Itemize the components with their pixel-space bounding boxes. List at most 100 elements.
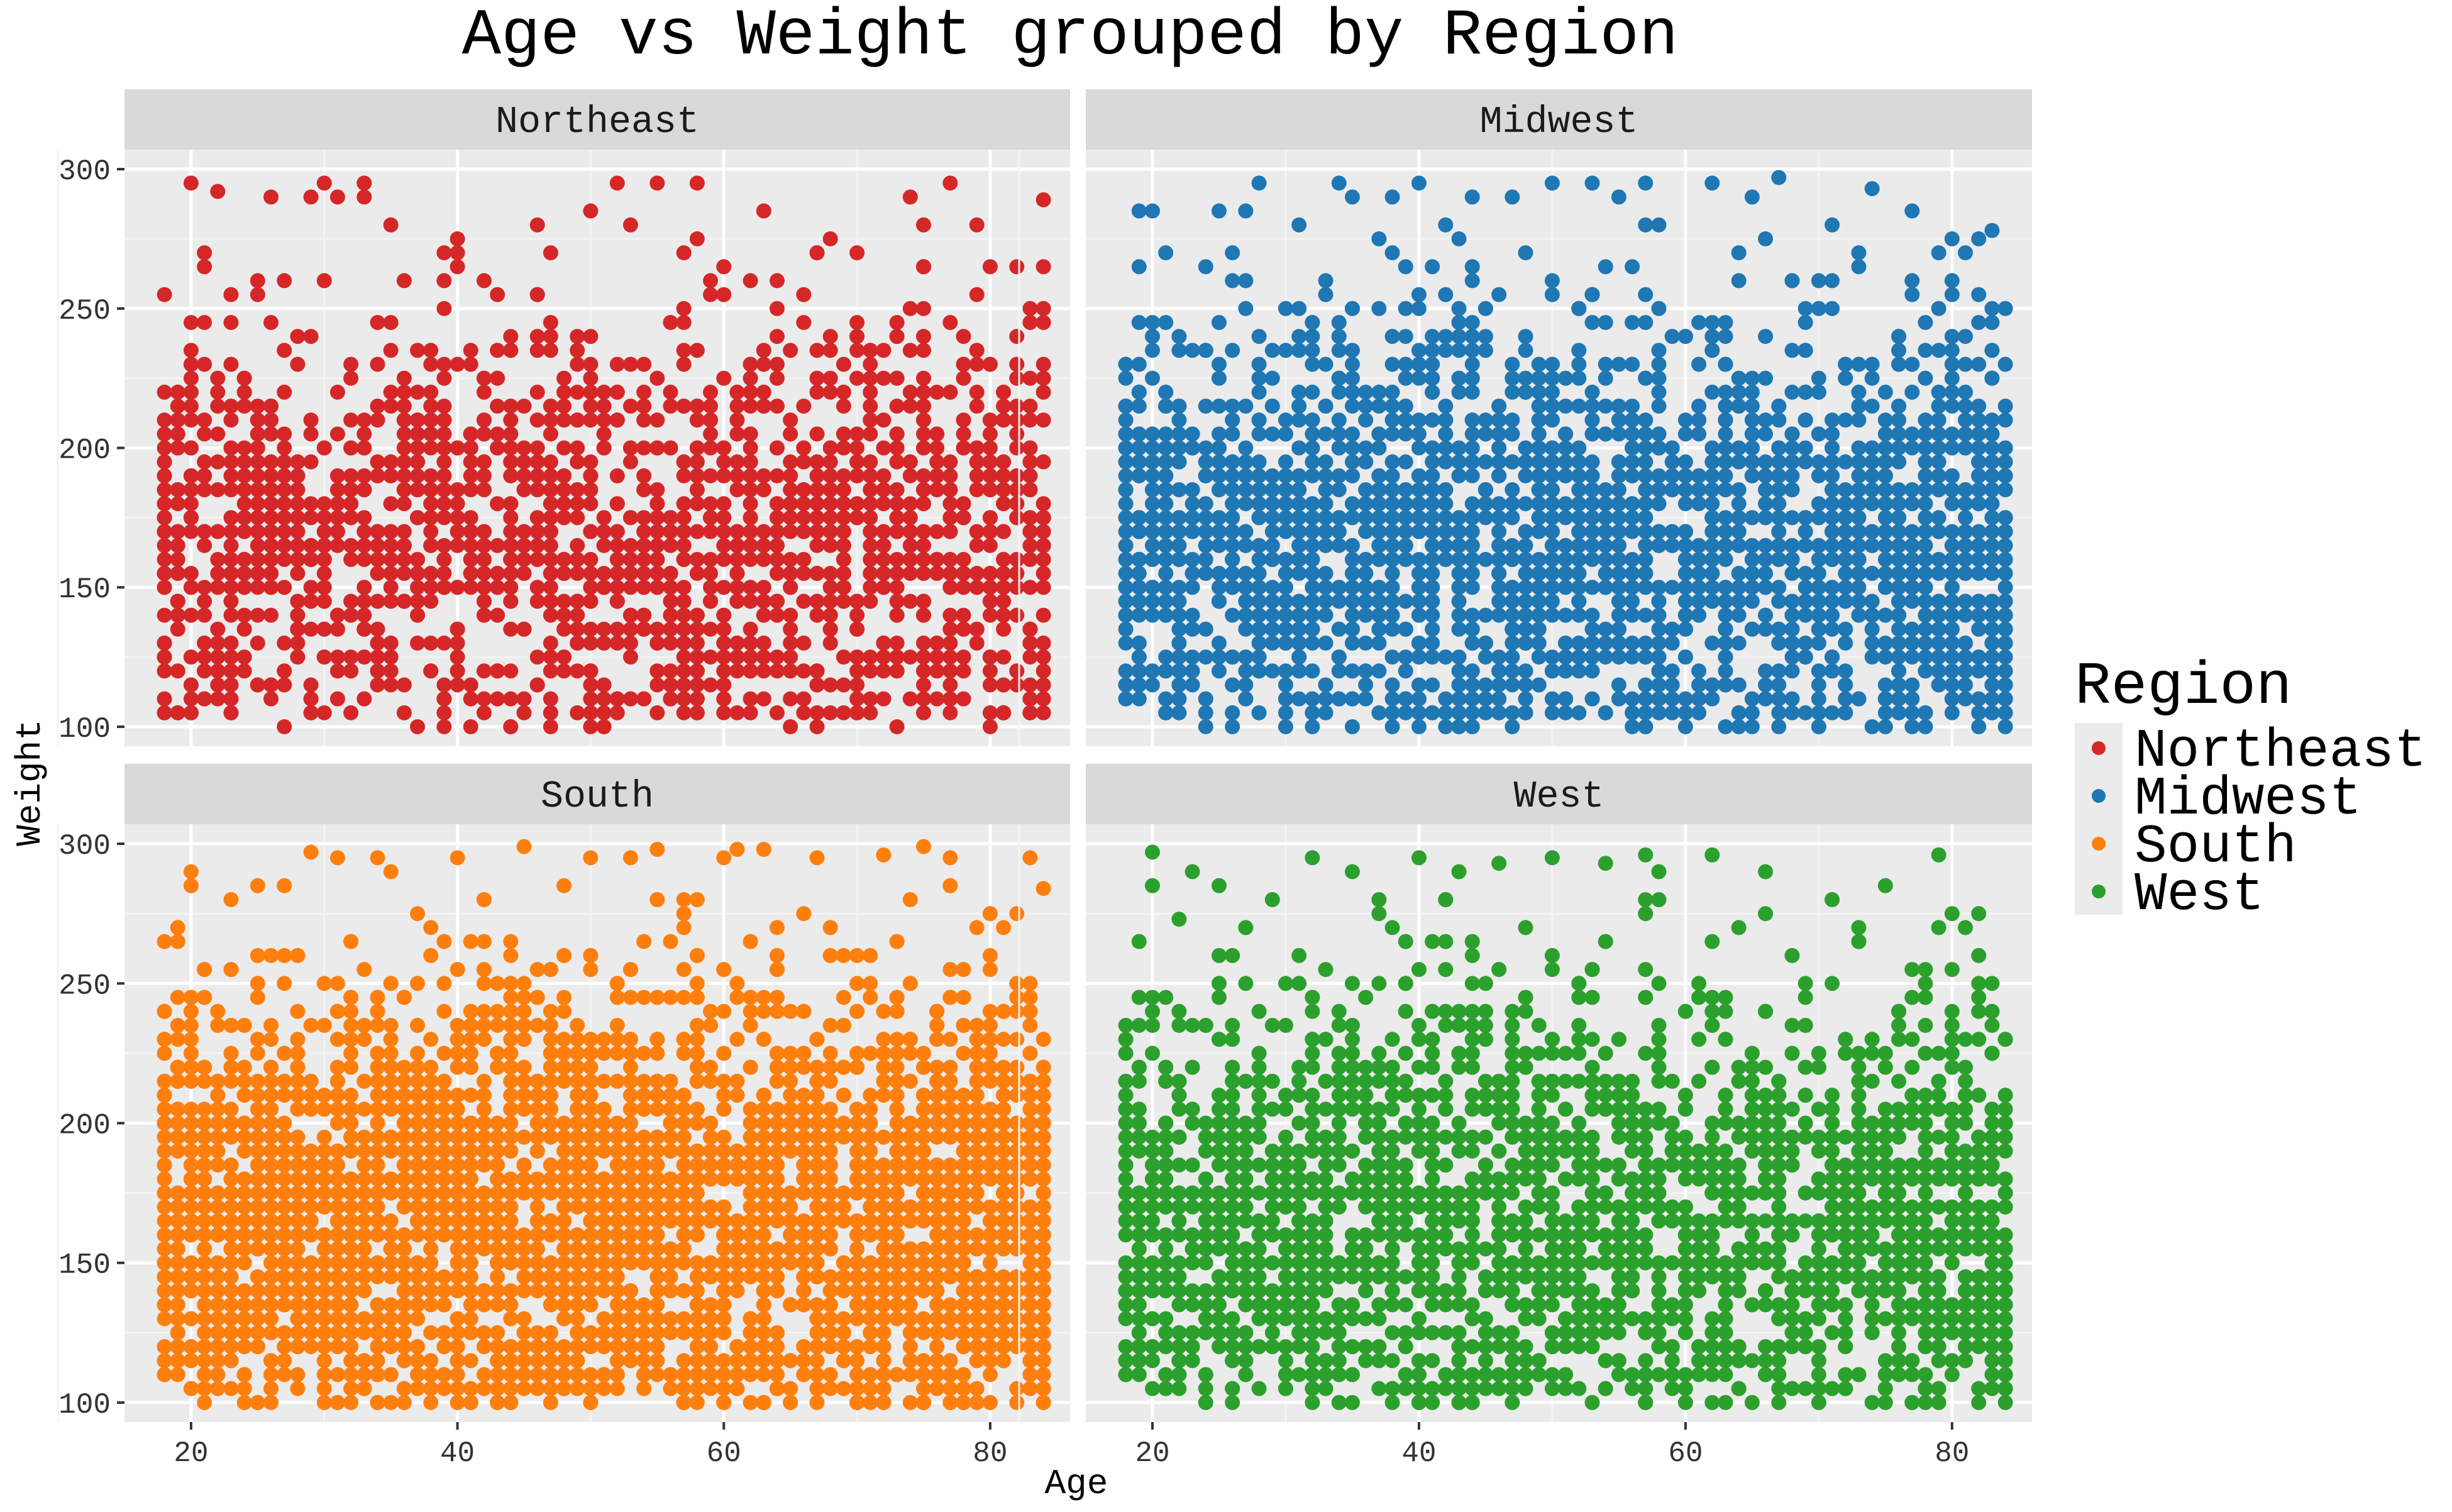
data-point [1505, 455, 1520, 470]
data-point [1638, 441, 1653, 456]
data-point [1358, 399, 1373, 414]
data-point [397, 399, 412, 414]
data-point [783, 692, 798, 707]
data-point [1385, 189, 1400, 204]
data-point [636, 412, 651, 428]
data-point [1878, 677, 1893, 692]
data-point [823, 566, 838, 581]
data-point [1945, 441, 1960, 456]
data-point [370, 468, 385, 483]
data-point [1318, 580, 1334, 595]
data-point [1958, 510, 1973, 525]
data-point [942, 636, 958, 651]
data-point [729, 705, 744, 720]
data-point [1945, 580, 1960, 595]
data-point [1132, 636, 1147, 651]
data-point [1198, 524, 1213, 539]
data-point [543, 245, 558, 260]
data-point [1758, 566, 1773, 581]
data-point [1265, 426, 1280, 441]
data-point [1438, 218, 1453, 233]
data-point [1704, 441, 1720, 456]
data-point [290, 496, 305, 511]
data-point [1371, 231, 1386, 246]
data-point [1704, 580, 1720, 595]
data-point [1611, 649, 1626, 665]
data-point [1252, 705, 1267, 720]
data-point [1958, 329, 1973, 344]
data-point [1398, 482, 1413, 497]
data-point [436, 580, 451, 595]
data-point [570, 552, 585, 567]
data-point [317, 580, 332, 595]
data-point [677, 636, 692, 651]
data-point [1022, 677, 1037, 692]
data-point [197, 315, 212, 330]
data-point [1411, 705, 1427, 720]
data-point [1452, 677, 1467, 692]
data-point [1825, 622, 1840, 637]
data-point [1385, 412, 1400, 428]
data-point [1478, 608, 1493, 623]
data-point [610, 524, 625, 539]
data-point [1238, 399, 1253, 414]
data-point [956, 356, 971, 372]
data-point [1998, 301, 2013, 316]
data-point [756, 538, 771, 553]
data-point [356, 580, 372, 595]
data-point [1598, 524, 1613, 539]
data-point [1931, 441, 1947, 456]
data-point [1465, 189, 1480, 204]
data-point [503, 524, 518, 539]
data-point [1931, 510, 1947, 525]
data-point [516, 705, 531, 720]
data-point [890, 580, 905, 595]
data-point [384, 636, 399, 651]
data-point [1305, 705, 1320, 720]
data-point [184, 524, 199, 539]
data-point [1825, 482, 1840, 497]
data-point [1332, 649, 1347, 665]
data-point [743, 524, 758, 539]
data-point [370, 649, 385, 665]
data-point [876, 441, 891, 456]
data-point [1998, 649, 2013, 665]
data-point [1118, 538, 1134, 553]
data-point [1745, 399, 1760, 414]
data-point [1171, 593, 1186, 609]
data-point [343, 412, 358, 428]
data-point [1904, 524, 1919, 539]
data-point [397, 482, 412, 497]
data-point [197, 455, 212, 470]
data-point [1425, 482, 1440, 497]
data-point [450, 441, 465, 456]
data-point [890, 371, 905, 386]
data-point [1798, 580, 1813, 595]
data-point [556, 482, 572, 497]
data-point [1452, 649, 1467, 665]
data-point [1171, 482, 1186, 497]
data-point [1252, 538, 1267, 553]
data-point [490, 496, 505, 511]
data-point [1036, 663, 1051, 678]
data-point [677, 608, 692, 623]
data-point [1145, 538, 1160, 553]
data-point [330, 608, 345, 623]
data-point [1291, 636, 1306, 651]
data-point [863, 468, 878, 483]
data-point [1252, 371, 1267, 386]
data-point [890, 399, 905, 414]
data-point [237, 663, 252, 678]
data-point [197, 412, 212, 428]
data-point [1145, 608, 1160, 623]
data-point [503, 580, 518, 595]
data-point [1958, 608, 1973, 623]
data-point [503, 412, 518, 428]
data-point [1438, 343, 1453, 358]
data-point [556, 385, 572, 400]
data-point [1158, 399, 1173, 414]
data-point [1838, 371, 1853, 386]
data-point [1865, 371, 1880, 386]
data-point [1745, 705, 1760, 720]
